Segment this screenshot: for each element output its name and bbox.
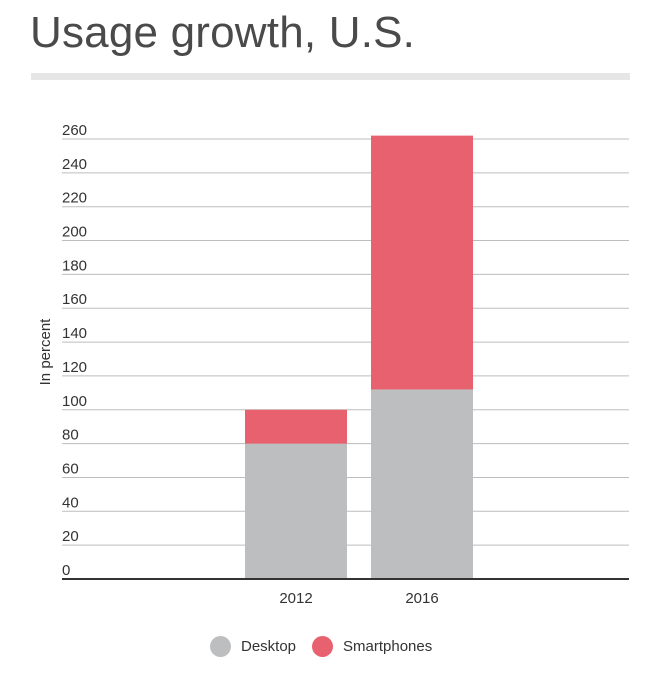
y-axis-label: In percent [37, 318, 54, 386]
legend-swatch-desktop [210, 636, 231, 657]
bar-desktop-2012 [245, 443, 347, 579]
x-tick-label: 2012 [279, 590, 312, 607]
y-tick-labels: 0 20 40 60 80 100 120 140 160 180 200 220 240 260 [62, 122, 87, 579]
y-tick-label: 0 [62, 562, 70, 579]
y-tick-label: 40 [62, 494, 79, 511]
y-tick-label: 200 [62, 224, 87, 241]
y-tick-label: 220 [62, 190, 87, 207]
y-tick-label: 180 [62, 257, 87, 274]
y-tick-label: 60 [62, 460, 79, 477]
legend-label-desktop: Desktop [241, 638, 297, 655]
y-tick-label: 160 [62, 291, 87, 308]
y-tick-label: 100 [62, 393, 87, 410]
x-tick-label: 2016 [405, 590, 438, 607]
legend-item-smartphones: Smartphones [312, 636, 432, 657]
gridlines [62, 138, 629, 546]
legend-label-smartphones: Smartphones [343, 638, 433, 655]
chart-title: Usage growth, U.S. [30, 8, 416, 57]
legend: Desktop Smartphones [0, 636, 659, 662]
y-tick-label: 240 [62, 156, 87, 173]
bar-smartphones-2016 [371, 135, 473, 390]
bar-chart: 0 20 40 60 80 100 120 140 160 180 200 220 240 260 201… [37, 122, 629, 607]
title-divider [31, 73, 630, 80]
legend-item-desktop: Desktop [210, 636, 296, 657]
y-tick-label: 120 [62, 359, 87, 376]
x-tick-labels: 2012 2016 [279, 590, 438, 607]
bar-desktop-2016 [371, 389, 473, 579]
y-tick-label: 20 [62, 528, 79, 545]
bar-smartphones-2012 [245, 409, 347, 444]
y-tick-label: 80 [62, 427, 79, 444]
y-tick-label: 140 [62, 325, 87, 342]
y-tick-label: 260 [62, 122, 87, 139]
legend-swatch-smartphones [312, 636, 333, 657]
bars [245, 135, 473, 579]
